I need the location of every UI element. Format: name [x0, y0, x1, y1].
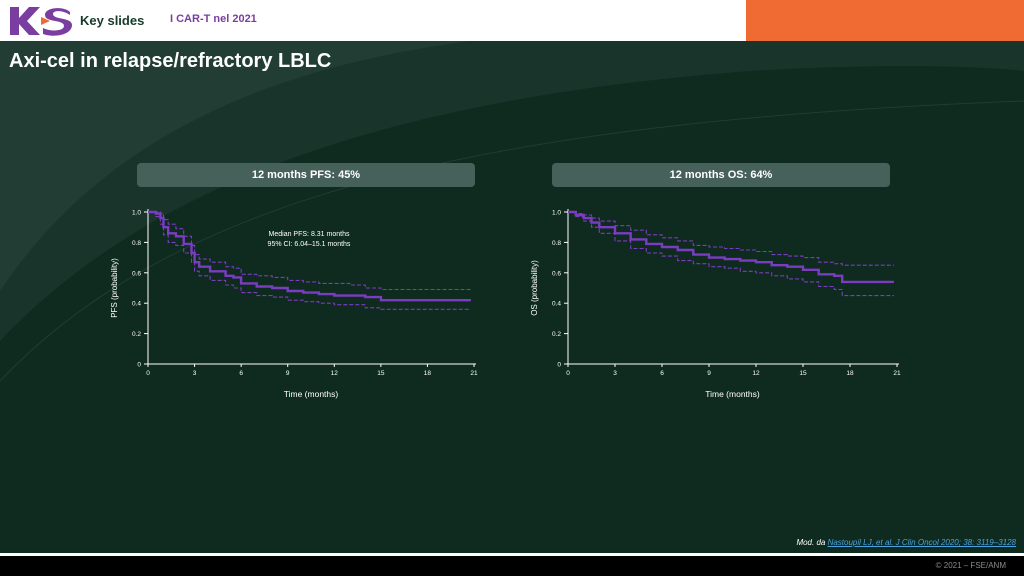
pfs-x-tick-label: 9	[286, 370, 290, 377]
pfs-y-tick-label: 0	[137, 362, 141, 369]
citation: Mod. da Nastoupil LJ, et al. J Clin Onco…	[796, 538, 1016, 547]
os-y-tick-label: 0.2	[552, 331, 561, 338]
pfs-y-tick-label: 1.0	[132, 210, 141, 217]
pfs-y-tick-label: 0.2	[132, 331, 141, 338]
pfs-y-tick-label: 0.8	[132, 240, 141, 247]
os-x-tick-label: 12	[752, 370, 760, 377]
citation-prefix: Mod. da	[796, 538, 828, 547]
os-x-tick-label: 18	[846, 370, 854, 377]
os-y-tick-label: 1.0	[552, 210, 561, 217]
footer-divider	[0, 553, 1024, 556]
ks-logo	[8, 5, 72, 37]
brand-label: Key slides	[80, 13, 145, 28]
pfs-y-axis-label: PFS (probability)	[110, 258, 119, 318]
pfs-x-tick-label: 15	[377, 370, 385, 377]
pfs-x-axis-label: Time (months)	[284, 389, 339, 399]
pfs-annotation-line: Median PFS: 8.31 months	[269, 231, 350, 238]
os-x-tick-label: 6	[660, 370, 664, 377]
pfs-lower-curve	[148, 211, 471, 310]
topic-label: I CAR-T nel 2021	[170, 13, 257, 25]
orange-accent-block	[746, 0, 1024, 41]
os-banner: 12 months OS: 64%	[552, 163, 890, 187]
pfs-y-tick-label: 0.4	[132, 301, 141, 308]
os-y-tick-label: 0.8	[552, 240, 561, 247]
header-bar: Key slides I CAR-T nel 2021	[0, 0, 1024, 41]
pfs-chart: 0 0.2 0.4 0.6 0.8 1.0 0 3 6 9 12 15 18 21 Time (months…	[110, 209, 478, 399]
os-y-tick-label: 0.6	[552, 270, 561, 277]
citation-link[interactable]: Nastoupil LJ, et al. J Clin Oncol 2020; …	[827, 538, 1016, 547]
os-x-tick-label: 0	[566, 370, 570, 377]
pfs-x-tick-label: 12	[331, 370, 339, 377]
os-x-tick-label: 9	[707, 370, 711, 377]
os-chart: 0 0.2 0.4 0.6 0.8 1.0 0 3 6 9 12 15 18 21 Time (months…	[530, 209, 901, 399]
pfs-estimate-curve	[148, 210, 471, 302]
pfs-x-tick-label: 0	[146, 370, 150, 377]
pfs-y-tick-label: 0.6	[132, 270, 141, 277]
os-x-tick-label: 15	[799, 370, 807, 377]
os-x-axis-label: Time (months)	[705, 389, 760, 399]
os-x-tick-label: 21	[893, 370, 901, 377]
os-lower-curve	[568, 211, 894, 297]
km-plots: 0 0.2 0.4 0.6 0.8 1.0 0 3 6 9 12 15 18 21 Time (months…	[110, 209, 901, 399]
slide-title: Axi-cel in relapse/refractory LBLC	[9, 50, 332, 72]
footer-bar: © 2021 – FSE/ANM	[0, 556, 1024, 576]
pfs-x-tick-label: 21	[470, 370, 478, 377]
os-y-axis-label: OS (probability)	[530, 260, 539, 316]
pfs-x-tick-label: 3	[193, 370, 197, 377]
pfs-x-tick-label: 6	[239, 370, 243, 377]
pfs-x-tick-label: 18	[424, 370, 432, 377]
os-upper-curve	[568, 211, 894, 266]
os-y-tick-label: 0.4	[552, 301, 561, 308]
os-estimate-curve	[568, 210, 894, 284]
pfs-upper-curve	[148, 211, 471, 291]
copyright-text: © 2021 – FSE/ANM	[935, 561, 1006, 570]
os-x-tick-label: 3	[613, 370, 617, 377]
pfs-annotation-line: 95% CI: 6.04–15.1 months	[268, 241, 351, 248]
os-y-tick-label: 0	[557, 362, 561, 369]
pfs-banner: 12 months PFS: 45%	[137, 163, 475, 187]
